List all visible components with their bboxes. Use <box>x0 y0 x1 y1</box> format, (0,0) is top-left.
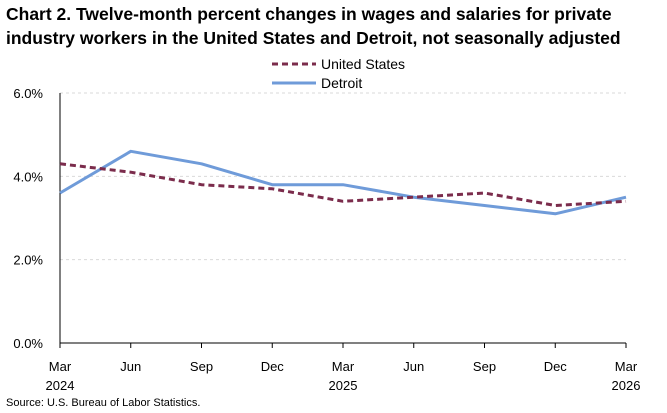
legend: United States Detroit <box>272 56 405 91</box>
x-tick-label-3: Dec <box>261 359 285 374</box>
x-tick-label-1: Jun <box>120 359 141 374</box>
x-tick-label-5: Jun <box>403 359 424 374</box>
series-line-1 <box>59 149 627 216</box>
source-note: Source: U.S. Bureau of Labor Statistics. <box>6 397 201 409</box>
legend-label-1: Detroit <box>321 75 362 91</box>
legend-label-0: United States <box>321 56 405 72</box>
x-tick-year-label-4: 2025 <box>329 378 358 393</box>
y-tick-labels: 0.0% 2.0% 4.0% 6.0% <box>13 86 43 351</box>
x-tick-label-6: Sep <box>473 359 496 374</box>
series-lines <box>59 149 627 216</box>
y-tick-label-3: 6.0% <box>13 86 43 101</box>
x-tick-label-2: Sep <box>190 359 213 374</box>
x-tick-label-7: Dec <box>544 359 568 374</box>
y-tick-label-0: 0.0% <box>13 336 43 351</box>
series-line-0 <box>59 162 627 207</box>
x-tick-label-8: Mar <box>615 359 638 374</box>
x-tick-year-label-0: 2024 <box>46 378 75 393</box>
gridlines <box>60 92 626 261</box>
y-tick-label-2: 4.0% <box>13 169 43 184</box>
x-tick-label-0: Mar <box>49 359 72 374</box>
axes <box>59 93 627 348</box>
x-tick-label-4: Mar <box>332 359 355 374</box>
chart-title: Chart 2. Twelve-month percent changes in… <box>6 4 621 48</box>
y-tick-label-1: 2.0% <box>13 253 43 268</box>
x-tick-labels: Mar 2024 Jun Sep Dec Mar 2025 Jun Sep Dec Mar 2026 <box>46 359 641 393</box>
x-tick-year-label-8: 2026 <box>612 378 641 393</box>
